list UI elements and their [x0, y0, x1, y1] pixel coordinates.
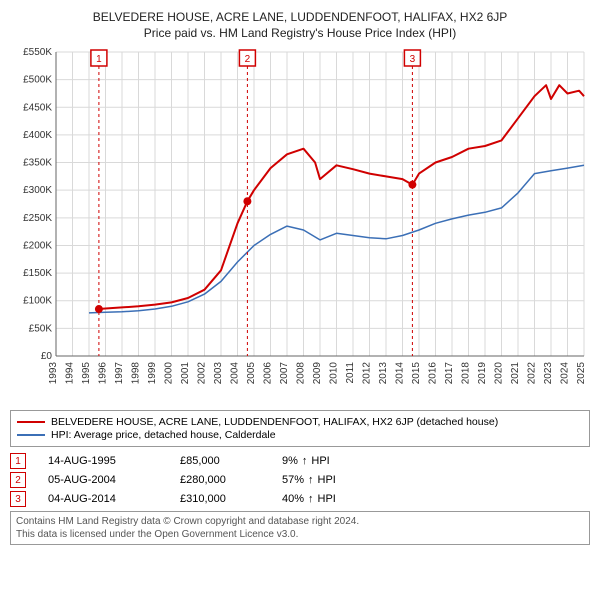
footnote-line: Contains HM Land Registry data © Crown c…	[16, 515, 584, 528]
legend-swatch	[17, 434, 45, 436]
svg-text:2005: 2005	[246, 362, 257, 385]
svg-text:2013: 2013	[378, 362, 389, 385]
svg-text:2017: 2017	[444, 362, 455, 385]
svg-text:1: 1	[96, 54, 102, 65]
sale-price: £85,000	[180, 455, 260, 467]
footnote-line: This data is licensed under the Open Gov…	[16, 528, 584, 541]
arrow-up-icon	[302, 455, 308, 467]
svg-text:£400K: £400K	[23, 130, 52, 141]
sale-price: £280,000	[180, 474, 260, 486]
sale-date: 05-AUG-2004	[48, 474, 158, 486]
svg-text:2010: 2010	[329, 362, 340, 385]
svg-text:£200K: £200K	[23, 240, 52, 251]
legend-label: HPI: Average price, detached house, Cald…	[51, 429, 276, 441]
svg-text:1994: 1994	[65, 362, 76, 385]
sale-pct: 9% HPI	[282, 455, 412, 467]
sale-date: 04-AUG-2014	[48, 493, 158, 505]
svg-text:£300K: £300K	[23, 185, 52, 196]
svg-text:2: 2	[245, 54, 251, 65]
title: BELVEDERE HOUSE, ACRE LANE, LUDDENDENFOO…	[10, 10, 590, 24]
svg-text:2019: 2019	[477, 362, 488, 385]
arrow-up-icon	[308, 474, 314, 486]
svg-text:2020: 2020	[494, 362, 505, 385]
svg-text:2025: 2025	[576, 362, 587, 385]
svg-text:1997: 1997	[114, 362, 125, 385]
svg-text:2022: 2022	[527, 362, 538, 385]
svg-text:2001: 2001	[180, 362, 191, 385]
svg-text:£250K: £250K	[23, 213, 52, 224]
svg-text:1995: 1995	[81, 362, 92, 385]
svg-text:2012: 2012	[362, 362, 373, 385]
svg-text:3: 3	[410, 54, 416, 65]
svg-text:£450K: £450K	[23, 102, 52, 113]
svg-text:2018: 2018	[461, 362, 472, 385]
svg-text:2008: 2008	[296, 362, 307, 385]
sales-table: 1 14-AUG-1995 £85,000 9% HPI 2 05-AUG-20…	[10, 453, 590, 507]
svg-text:2000: 2000	[164, 362, 175, 385]
legend-swatch	[17, 421, 45, 423]
sales-row: 1 14-AUG-1995 £85,000 9% HPI	[10, 453, 590, 469]
chart-container: BELVEDERE HOUSE, ACRE LANE, LUDDENDENFOO…	[0, 0, 600, 555]
line-chart: £0 £50K £100K £150K £200K £250K £300K £350K £400…	[10, 46, 590, 406]
svg-text:1993: 1993	[48, 362, 59, 385]
svg-text:1999: 1999	[147, 362, 158, 385]
footnote: Contains HM Land Registry data © Crown c…	[10, 511, 590, 545]
svg-text:2023: 2023	[543, 362, 554, 385]
sales-row: 2 05-AUG-2004 £280,000 57% HPI	[10, 472, 590, 488]
legend-item: HPI: Average price, detached house, Cald…	[17, 429, 583, 441]
svg-text:2021: 2021	[510, 362, 521, 385]
arrow-up-icon	[308, 493, 314, 505]
marker-indicator: 3	[10, 491, 26, 507]
svg-text:2014: 2014	[395, 362, 406, 385]
svg-text:£350K: £350K	[23, 158, 52, 169]
svg-text:£500K: £500K	[23, 75, 52, 86]
svg-text:£0: £0	[41, 351, 53, 362]
svg-text:1996: 1996	[98, 362, 109, 385]
svg-text:2003: 2003	[213, 362, 224, 385]
svg-text:2016: 2016	[428, 362, 439, 385]
sale-date: 14-AUG-1995	[48, 455, 158, 467]
svg-text:£100K: £100K	[23, 296, 52, 307]
svg-text:2006: 2006	[263, 362, 274, 385]
legend-label: BELVEDERE HOUSE, ACRE LANE, LUDDENDENFOO…	[51, 416, 498, 428]
sale-pct: 57% HPI	[282, 474, 412, 486]
sales-row: 3 04-AUG-2014 £310,000 40% HPI	[10, 491, 590, 507]
marker-indicator: 1	[10, 453, 26, 469]
sale-pct: 40% HPI	[282, 493, 412, 505]
svg-text:£50K: £50K	[29, 323, 53, 334]
svg-text:2024: 2024	[560, 362, 571, 385]
legend-item: BELVEDERE HOUSE, ACRE LANE, LUDDENDENFOO…	[17, 416, 583, 428]
svg-text:2004: 2004	[230, 362, 241, 385]
svg-text:£150K: £150K	[23, 268, 52, 279]
sale-price: £310,000	[180, 493, 260, 505]
marker-indicator: 2	[10, 472, 26, 488]
svg-text:£550K: £550K	[23, 47, 52, 58]
svg-text:2007: 2007	[279, 362, 290, 385]
subtitle: Price paid vs. HM Land Registry's House …	[10, 26, 590, 40]
svg-text:2015: 2015	[411, 362, 422, 385]
legend: BELVEDERE HOUSE, ACRE LANE, LUDDENDENFOO…	[10, 410, 590, 447]
svg-text:2002: 2002	[197, 362, 208, 385]
svg-text:2009: 2009	[312, 362, 323, 385]
svg-text:2011: 2011	[345, 362, 356, 384]
svg-text:1998: 1998	[131, 362, 142, 385]
